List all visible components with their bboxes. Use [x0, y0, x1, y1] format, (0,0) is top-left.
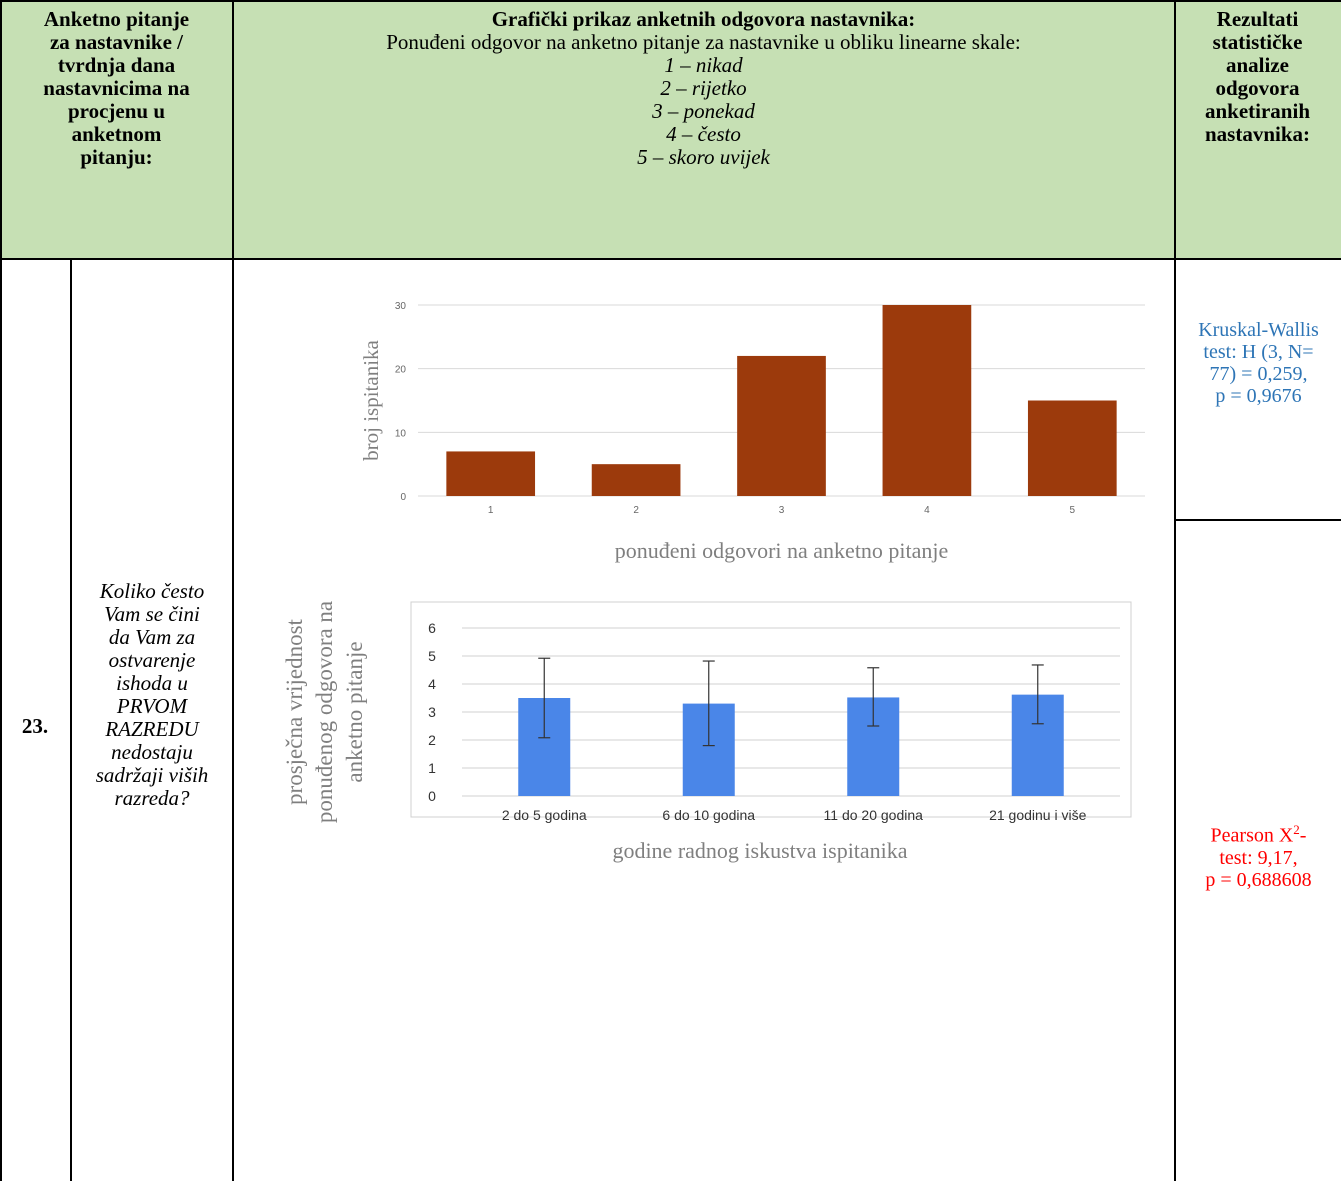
pearson-line: test: 9,17,: [1219, 846, 1298, 869]
x-axis-label: ponuđeni odgovori na anketno pitanje: [615, 538, 949, 563]
header-cell-results: Rezultati statističke analize odgovora anket…: [1174, 0, 1341, 259]
y-tick-label: 3: [428, 704, 436, 720]
question-line: da Vam za: [108, 625, 196, 649]
x-tick-label: 3: [779, 505, 785, 516]
scale-item: 3 – ponekad: [652, 99, 755, 123]
kruskal-wallis-line: p = 0,9676: [1215, 385, 1302, 407]
response-count-chart: 0 10 20 30 1 2 3 4 5 broj ispitanika ponuđeni odgo…: [359, 301, 1145, 563]
y-tick-label: 1: [428, 760, 436, 776]
question-divider: [232, 0, 234, 1181]
stat-divider: [1174, 519, 1341, 521]
header-question-line: anketnom: [71, 122, 162, 146]
question-text: Koliko često Vam se čini da Vam za ostvaren…: [72, 580, 232, 810]
pearson-line: p = 0,688608: [1205, 868, 1312, 891]
mean-by-experience-chart: 0 1 2 3 4 5 6 2 do 5 godina 6 do 10 godina 11 do …: [282, 601, 1132, 863]
x-tick-label: 2: [633, 505, 639, 516]
scale-item: 4 – često: [666, 122, 741, 146]
x-tick-label: 4: [924, 505, 930, 516]
header-results-line: nastavnika:: [1204, 122, 1311, 146]
bar-3: [737, 355, 826, 496]
x-tick-label: 5: [1070, 505, 1076, 516]
scale-item: 1 – nikad: [664, 53, 743, 77]
header-results-line: Rezultati: [1216, 7, 1299, 31]
pearson-dash: -: [1299, 824, 1307, 847]
header-question-line: Anketno pitanje: [43, 7, 190, 31]
header-question-line: nastavnicima na: [43, 76, 190, 100]
x-tick-label: 1: [488, 505, 494, 516]
y-tick-label: 2: [428, 732, 436, 748]
header-bottom-border: [0, 258, 1341, 260]
chart-frame: [410, 601, 1132, 818]
bar-4: [882, 305, 972, 496]
question-line: nedostaju: [111, 740, 193, 764]
y-axis-label-group: prosječna vrijednost ponuđenog odgovora n…: [282, 601, 367, 823]
header-question-line: tvrdnja dana: [57, 53, 176, 77]
kruskal-wallis-result: Kruskal-Wallis test: H (3, N= 77) = 0,259,…: [1176, 319, 1341, 407]
x-axis-label: godine radnog iskustva ispitanika: [612, 838, 907, 863]
pearson-result: Pearson X2- test: 9,17, p = 0,688608: [1176, 819, 1341, 891]
y-tick-label: 6: [428, 620, 436, 636]
row-left-border: [0, 258, 2, 1181]
y-axis-label: broj ispitanika: [359, 339, 383, 460]
question-line: Koliko često: [99, 579, 205, 603]
header-question-line: pitanju:: [80, 145, 153, 169]
y-tick-label: 5: [428, 648, 436, 664]
y-axis-label-line: ponuđenog odgovora na: [312, 601, 337, 823]
bar-1: [446, 451, 536, 496]
y-tick-label: 0: [400, 492, 406, 503]
scale-item: 5 – skoro uvijek: [637, 145, 770, 169]
y-axis-label-line: prosječna vrijednost: [282, 618, 307, 804]
pearson-superscript: 2: [1293, 822, 1300, 837]
kruskal-wallis-line: Kruskal-Wallis: [1198, 319, 1319, 341]
header-cell-question: Anketno pitanje za nastavnike / tvrdnja da…: [0, 0, 233, 259]
header-question-line: procjenu u: [67, 99, 166, 123]
header-chart-subtitle: Ponuđeni odgovor na anketno pitanje za n…: [386, 30, 1021, 54]
x-tick-label: 11 do 20 godina: [824, 807, 924, 823]
header-cell-chart: Grafički prikaz anketnih odgovora nastav…: [233, 0, 1174, 259]
scale-legend: 1 – nikad 2 – rijetko 3 – ponekad 4 – često…: [637, 54, 770, 169]
header-results-line: anketiranih: [1204, 99, 1311, 123]
header-question-line: za nastavnike /: [49, 30, 183, 54]
x-tick-label: 2 do 5 godina: [502, 807, 587, 823]
number-divider: [70, 258, 72, 1181]
question-line: sadržaji viših: [95, 763, 209, 787]
bar-2: [591, 464, 681, 496]
y-tick-label: 10: [395, 428, 407, 439]
x-tick-label: 21 godinu i više: [989, 807, 1087, 823]
y-axis-label-line: anketno pitanje: [342, 641, 367, 782]
y-tick-label: 20: [395, 365, 407, 376]
bar-5: [1027, 400, 1117, 496]
question-line: RAZREDU: [105, 717, 199, 741]
question-line: Vam se čini: [104, 602, 200, 626]
kruskal-wallis-line: test: H (3, N=: [1203, 341, 1314, 363]
question-line: PRVOM: [116, 694, 188, 718]
y-tick-label: 4: [428, 676, 436, 692]
y-tick-label: 30: [395, 301, 407, 312]
question-number: 23.: [21, 714, 49, 738]
header-chart-title: Grafički prikaz anketnih odgovora nastav…: [491, 7, 916, 31]
header-results-line: odgovora: [1215, 76, 1300, 100]
header-results-line: statističke: [1212, 30, 1303, 54]
kruskal-wallis-line: 77) = 0,259,: [1209, 363, 1308, 385]
x-tick-label: 6 do 10 godina: [662, 807, 755, 823]
table-top-border: [0, 0, 1341, 2]
question-line: ishoda u: [116, 671, 188, 695]
table-left-border: [0, 0, 2, 258]
pearson-label: Pearson X: [1210, 824, 1294, 847]
question-line: razreda?: [114, 786, 190, 810]
results-divider: [1174, 0, 1176, 1181]
y-tick-label: 0: [428, 788, 436, 804]
question-line: ostvarenje: [108, 648, 196, 672]
scale-item: 2 – rijetko: [660, 76, 747, 100]
header-results-line: analize: [1226, 53, 1289, 77]
